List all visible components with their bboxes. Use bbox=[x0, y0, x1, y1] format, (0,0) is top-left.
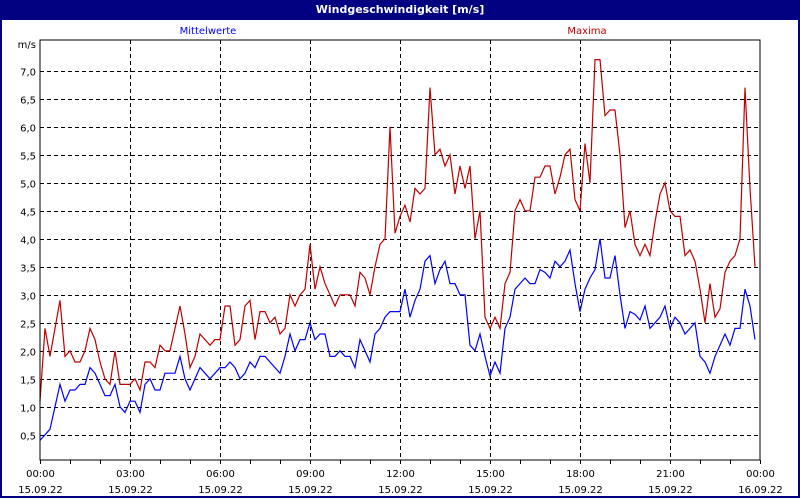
y-tick-label: 6,0 bbox=[20, 124, 36, 135]
y-tick-label: 1,5 bbox=[20, 376, 36, 387]
plot-border bbox=[39, 39, 761, 461]
legend-maxima: Maxima bbox=[567, 26, 606, 37]
x-tick-date: 15.09.22 bbox=[468, 485, 513, 496]
x-tick-time: 15:00 bbox=[476, 469, 505, 480]
axis-ticks: 0,5 1,0 1,5 2,0 2,5 3,0 3,5 4,0 4,5 5,0 5,5 6,0 6,5 7… bbox=[18, 68, 783, 497]
legend-mittelwerte: Mittelwerte bbox=[180, 26, 237, 37]
y-tick-label: 4,5 bbox=[20, 208, 36, 219]
y-tick-label: 2,0 bbox=[20, 348, 36, 359]
x-tick-date: 16.09.22 bbox=[738, 485, 783, 496]
y-tick-label: 5,0 bbox=[20, 180, 36, 191]
x-tick-time: 06:00 bbox=[206, 469, 235, 480]
window-title: Windgeschwindigkeit [m/s] bbox=[0, 0, 800, 20]
x-tick-time: 03:00 bbox=[116, 469, 145, 480]
series-line-mittelwerte bbox=[39, 238, 756, 441]
x-tick-time: 12:00 bbox=[386, 469, 415, 480]
y-tick-label: 1,0 bbox=[20, 404, 36, 415]
x-tick-time: 21:00 bbox=[656, 469, 685, 480]
y-tick-label: 4,0 bbox=[20, 236, 36, 247]
y-tick-label: 2,5 bbox=[20, 320, 36, 331]
y-axis-unit: m/s bbox=[18, 40, 36, 51]
x-tick-date: 15.09.22 bbox=[288, 485, 333, 496]
y-tick-label: 3,0 bbox=[20, 292, 36, 303]
x-tick-time: 00:00 bbox=[26, 469, 55, 480]
x-tick-time: 00:00 bbox=[746, 469, 775, 480]
x-tick-date: 15.09.22 bbox=[558, 485, 603, 496]
x-tick-date: 15.09.22 bbox=[18, 485, 63, 496]
grid bbox=[40, 40, 760, 460]
x-tick-date: 15.09.22 bbox=[648, 485, 693, 496]
y-tick-label: 5,5 bbox=[20, 152, 36, 163]
x-tick-date: 15.09.22 bbox=[108, 485, 153, 496]
series-line-maxima bbox=[39, 58, 756, 402]
y-tick-label: 0,5 bbox=[20, 432, 36, 443]
y-tick-label: 3,5 bbox=[20, 264, 36, 275]
series-lines bbox=[39, 58, 756, 441]
x-tick-time: 09:00 bbox=[296, 469, 325, 480]
y-tick-label: 6,5 bbox=[20, 96, 36, 107]
x-tick-date: 15.09.22 bbox=[378, 485, 423, 496]
x-tick-time: 18:00 bbox=[566, 469, 595, 480]
y-tick-label: 7,0 bbox=[20, 68, 36, 79]
x-tick-date: 15.09.22 bbox=[198, 485, 243, 496]
